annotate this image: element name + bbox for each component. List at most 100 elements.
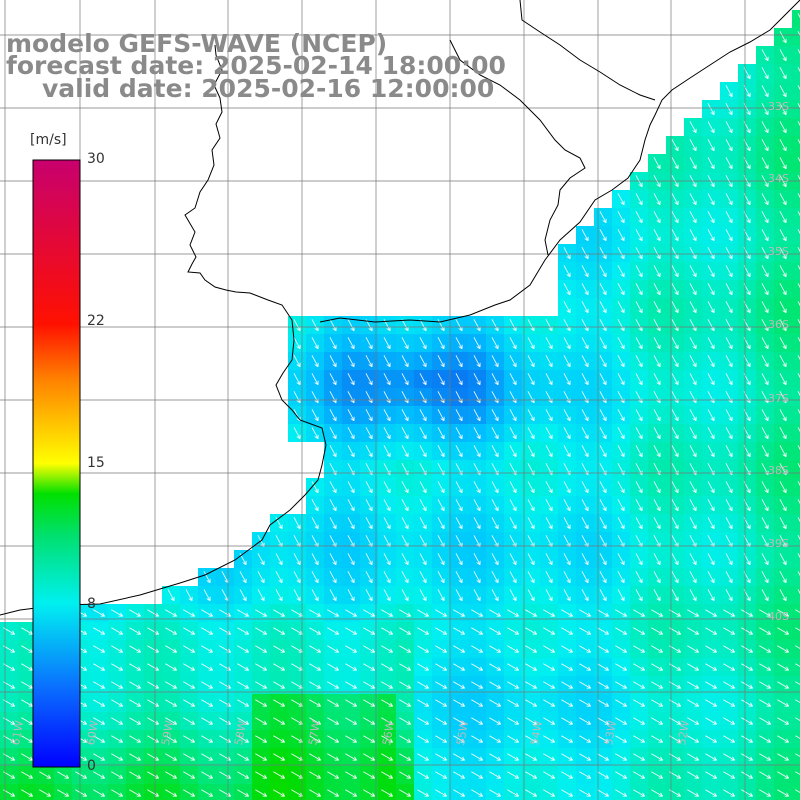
wind-vector-arrow [527, 481, 535, 494]
wind-vector-arrow [795, 627, 800, 631]
wind-vector-arrow [473, 589, 481, 602]
wind-vector-arrow [597, 789, 609, 797]
wind-vector-arrow [363, 663, 375, 671]
wind-vector-arrow [293, 373, 301, 386]
wind-vector-arrow [671, 355, 679, 368]
wind-vector-arrow [707, 301, 715, 314]
wind-vector-arrow [779, 121, 787, 134]
wind-vector-arrow [489, 735, 501, 743]
wind-vector-arrow [437, 589, 445, 602]
wind-vector-arrow [761, 499, 769, 512]
wind-vector-arrow [473, 409, 481, 422]
wind-vector-arrow [797, 247, 800, 252]
wind-vector-arrow [599, 301, 607, 314]
wind-vector-arrow [455, 409, 463, 422]
wind-vector-arrow [309, 681, 321, 689]
wind-vector-arrow [777, 627, 789, 635]
wind-vector-arrow [653, 445, 661, 458]
wind-vector-arrow [527, 589, 535, 602]
wind-speed-cell [792, 712, 800, 730]
wind-vector-arrow [311, 409, 319, 422]
wind-vector-arrow [525, 789, 537, 797]
wind-speed-cell [540, 784, 558, 800]
wind-vector-arrow [779, 517, 787, 530]
wind-vector-arrow [347, 481, 355, 494]
wind-vector-arrow [779, 553, 787, 566]
wind-vector-arrow [705, 789, 717, 797]
wind-speed-cell [18, 784, 36, 800]
coastline [0, 0, 800, 616]
wind-vector-arrow [761, 193, 769, 206]
wind-vector-arrow [581, 265, 589, 278]
wind-vector-arrow [543, 789, 555, 797]
wind-vector-arrow [563, 283, 571, 296]
wind-vector-arrow [563, 553, 571, 566]
wind-vector-arrow [327, 699, 339, 707]
wind-vector-arrow [599, 337, 607, 350]
wind-vector-arrow [419, 517, 427, 530]
wind-vector-arrow [723, 771, 735, 779]
wind-vector-arrow [345, 789, 357, 797]
wind-vector-arrow [129, 645, 141, 653]
latitude-label: 33S [768, 100, 789, 113]
wind-vector-arrow [635, 211, 643, 224]
wind-vector-arrow [563, 373, 571, 386]
wind-vector-arrow [561, 771, 573, 779]
wind-vector-arrow [345, 771, 357, 779]
wind-vector-arrow [761, 139, 769, 152]
wind-vector-arrow [237, 771, 249, 779]
wind-speed-cell [792, 316, 800, 334]
wind-vector-arrow [491, 427, 499, 440]
wind-vector-arrow [489, 681, 501, 689]
wind-vector-arrow [759, 645, 771, 653]
wind-vector-arrow [473, 445, 481, 458]
wind-vector-arrow [651, 789, 663, 797]
wind-vector-arrow [435, 717, 447, 725]
wind-vector-arrow [779, 31, 787, 44]
wind-vector-arrow [129, 717, 141, 725]
wind-vector-arrow [345, 627, 357, 635]
wind-vector-arrow [345, 753, 357, 761]
wind-vector-arrow [255, 663, 267, 671]
wind-vector-arrow [779, 319, 787, 332]
wind-vector-arrow [453, 789, 465, 797]
wind-vector-arrow [543, 681, 555, 689]
wind-vector-arrow [563, 445, 571, 458]
wind-vector-arrow [597, 681, 609, 689]
wind-vector-arrow [453, 753, 465, 761]
wind-vector-arrow [419, 553, 427, 566]
wind-vector-arrow [527, 571, 535, 584]
wind-vector-arrow [761, 211, 769, 224]
wind-vector-arrow [563, 391, 571, 404]
wind-vector-arrow [201, 717, 213, 725]
wind-speed-cell [792, 208, 800, 226]
wind-vector-arrow [183, 735, 195, 743]
wind-vector-arrow [129, 789, 141, 797]
latitude-label: 40S [768, 610, 789, 623]
wind-vector-arrow [797, 553, 800, 558]
wind-vector-arrow [615, 735, 627, 743]
wind-vector-arrow [779, 265, 787, 278]
wind-vector-arrow [507, 735, 519, 743]
wind-vector-arrow [797, 373, 800, 378]
wind-vector-arrow [219, 753, 231, 761]
wind-vector-arrow [509, 499, 517, 512]
wind-vector-arrow [689, 427, 697, 440]
wind-vector-arrow [383, 481, 391, 494]
wind-vector-arrow [345, 735, 357, 743]
wind-vector-arrow [543, 717, 555, 725]
wind-vector-arrow [653, 517, 661, 530]
wind-speed-cell [792, 406, 800, 424]
wind-vector-arrow [75, 771, 87, 779]
wind-vector-arrow [527, 337, 535, 350]
wind-vector-arrow [525, 699, 537, 707]
wind-speed-cell [792, 298, 800, 316]
wind-vector-arrow [561, 789, 573, 797]
wind-vector-arrow [183, 627, 195, 635]
wind-speed-cell [792, 748, 800, 766]
wind-speed-cell [252, 784, 270, 800]
wind-vector-arrow [725, 301, 733, 314]
wind-vector-arrow [689, 247, 697, 260]
colorbar-tick-label: 0 [87, 758, 96, 774]
wind-speed-cell [792, 640, 800, 658]
